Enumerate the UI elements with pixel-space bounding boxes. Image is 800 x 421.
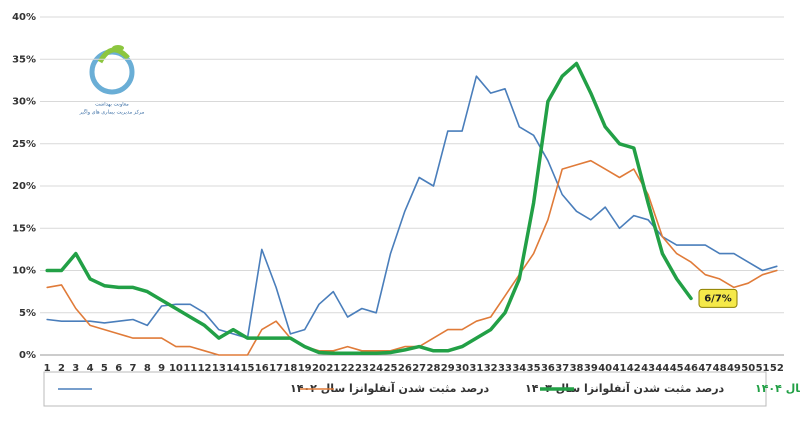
x-tick-label: 14 [226,363,240,374]
x-tick-label: 10 [169,363,183,374]
x-tick-label: 32 [484,363,498,374]
x-tick-label: 3 [72,363,79,374]
x-tick-label: 51 [756,363,770,374]
y-tick-label: 0% [19,350,36,361]
x-tick-label: 37 [555,363,569,374]
x-tick-label: 24 [369,363,383,374]
logo-text: مرکز مدیریت بیماری های واگیر [79,109,145,116]
x-tick-label: 28 [427,363,441,374]
x-tick-label: 26 [398,363,412,374]
x-tick-label: 17 [269,363,283,374]
x-tick-label: 41 [613,363,627,374]
x-tick-label: 1 [44,363,51,374]
x-tick-label: 13 [212,363,226,374]
x-tick-label: 20 [312,363,326,374]
x-tick-label: 46 [684,363,698,374]
x-tick-label: 4 [87,363,94,374]
x-tick-label: 9 [158,363,165,374]
legend-label: درصد مثبت شدن آنفلوانزا سال ۱۴۰۲ [290,381,490,395]
y-tick-label: 15% [12,223,36,234]
y-tick-label: 10% [12,266,36,277]
x-tick-label: 49 [727,363,741,374]
x-tick-label: 33 [498,363,512,374]
x-tick-label: 16 [255,363,269,374]
x-tick-label: 15 [241,363,255,374]
x-tick-label: 6 [115,363,122,374]
x-tick-label: 34 [512,363,526,374]
x-tick-label: 12 [198,363,212,374]
x-tick-label: 25 [384,363,398,374]
x-tick-label: 43 [641,363,655,374]
x-tick-label: 39 [584,363,598,374]
annotation-text: 6/7% [704,293,732,304]
x-tick-label: 2 [58,363,65,374]
x-tick-label: 22 [341,363,355,374]
x-tick-label: 19 [298,363,312,374]
x-tick-label: 29 [441,363,455,374]
x-tick-label: 50 [741,363,755,374]
logo-text: معاونت بهداشت [95,102,129,108]
logo: معاونت بهداشت مرکز مدیریت بیماری های واگ… [79,45,145,116]
x-tick-label: 7 [130,363,137,374]
annotation-box [698,288,738,308]
legend-label: درصد مثبت شدن آنفلوانزا سال ۱۴۰۴ [755,381,800,395]
y-tick-label: 20% [12,181,36,192]
x-tick-label: 47 [698,363,712,374]
legend-label: درصد مثبت شدن آنفلوانزا سال ۱۴۰۳ [525,381,725,395]
x-tick-label: 18 [283,363,297,374]
x-tick-label: 38 [570,363,584,374]
x-tick-label: 42 [627,363,641,374]
x-tick-label: 36 [541,363,555,374]
legend-box [43,371,767,407]
x-tick-label: 23 [355,363,369,374]
x-tick-label: 44 [655,363,669,374]
x-tick-label: 27 [412,363,426,374]
x-tick-label: 5 [101,363,108,374]
x-tick-label: 48 [713,363,727,374]
y-tick-label: 25% [12,139,36,150]
x-tick-label: 45 [670,363,684,374]
logo-arc [97,47,130,64]
x-tick-label: 8 [144,363,151,374]
x-tick-label: 52 [770,363,784,374]
logo-leaf [112,45,124,51]
y-tick-label: 35% [12,54,36,65]
x-tick-label: 30 [455,363,469,374]
y-tick-label: 30% [12,97,36,108]
y-tick-label: 5% [19,308,36,319]
x-tick-label: 31 [469,363,483,374]
y-tick-label: 40% [12,12,36,23]
x-tick-label: 40 [598,363,612,374]
x-tick-label: 11 [183,363,197,374]
x-tick-label: 35 [527,363,541,374]
series-line [45,61,693,356]
x-tick-label: 21 [326,363,340,374]
